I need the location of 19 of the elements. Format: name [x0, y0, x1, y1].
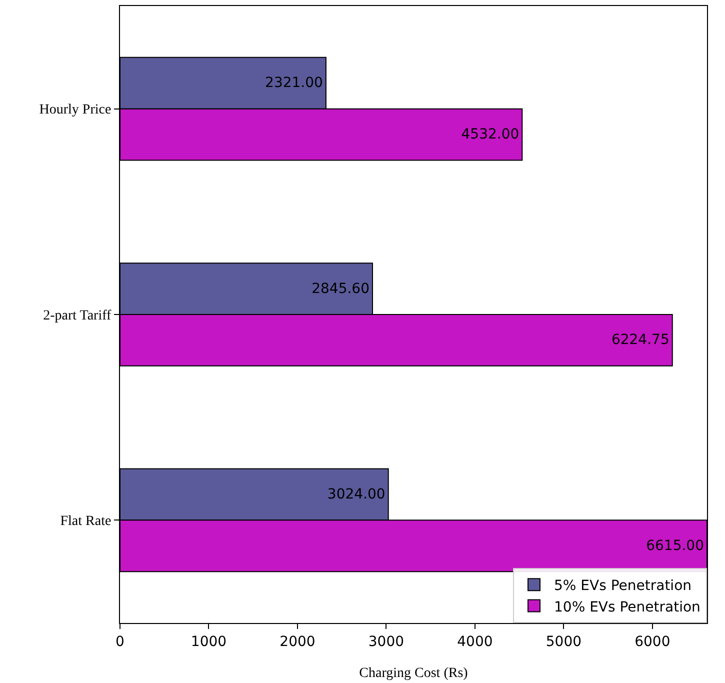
y-tick-label: Flat Rate	[60, 514, 112, 530]
data-label: 4532.00	[461, 126, 520, 143]
data-label: 6615.00	[646, 538, 704, 554]
x-tick-label: 3000	[368, 634, 404, 650]
legend-label: 10% EVs Penetration	[554, 599, 700, 616]
x-tick-label: 0	[116, 634, 124, 650]
data-label: 2845.60	[312, 280, 370, 297]
data-label: 3024.00	[327, 486, 386, 502]
x-axis-title: Charging Cost (Rs)	[359, 666, 468, 682]
y-tick-label: Hourly Price	[39, 102, 112, 118]
x-tick-label: 1000	[190, 634, 227, 650]
y-tick-label: 2-part Tariff	[43, 308, 112, 324]
x-tick-label: 4000	[457, 634, 493, 650]
data-label: 6224.75	[611, 332, 670, 348]
legend-label: 5% EVs Penetration	[554, 578, 692, 594]
x-tick-label: 5000	[546, 634, 582, 650]
x-tick-label: 6000	[634, 634, 670, 650]
data-label: 2321.00	[265, 75, 323, 92]
x-tick-label: 2000	[280, 634, 316, 650]
